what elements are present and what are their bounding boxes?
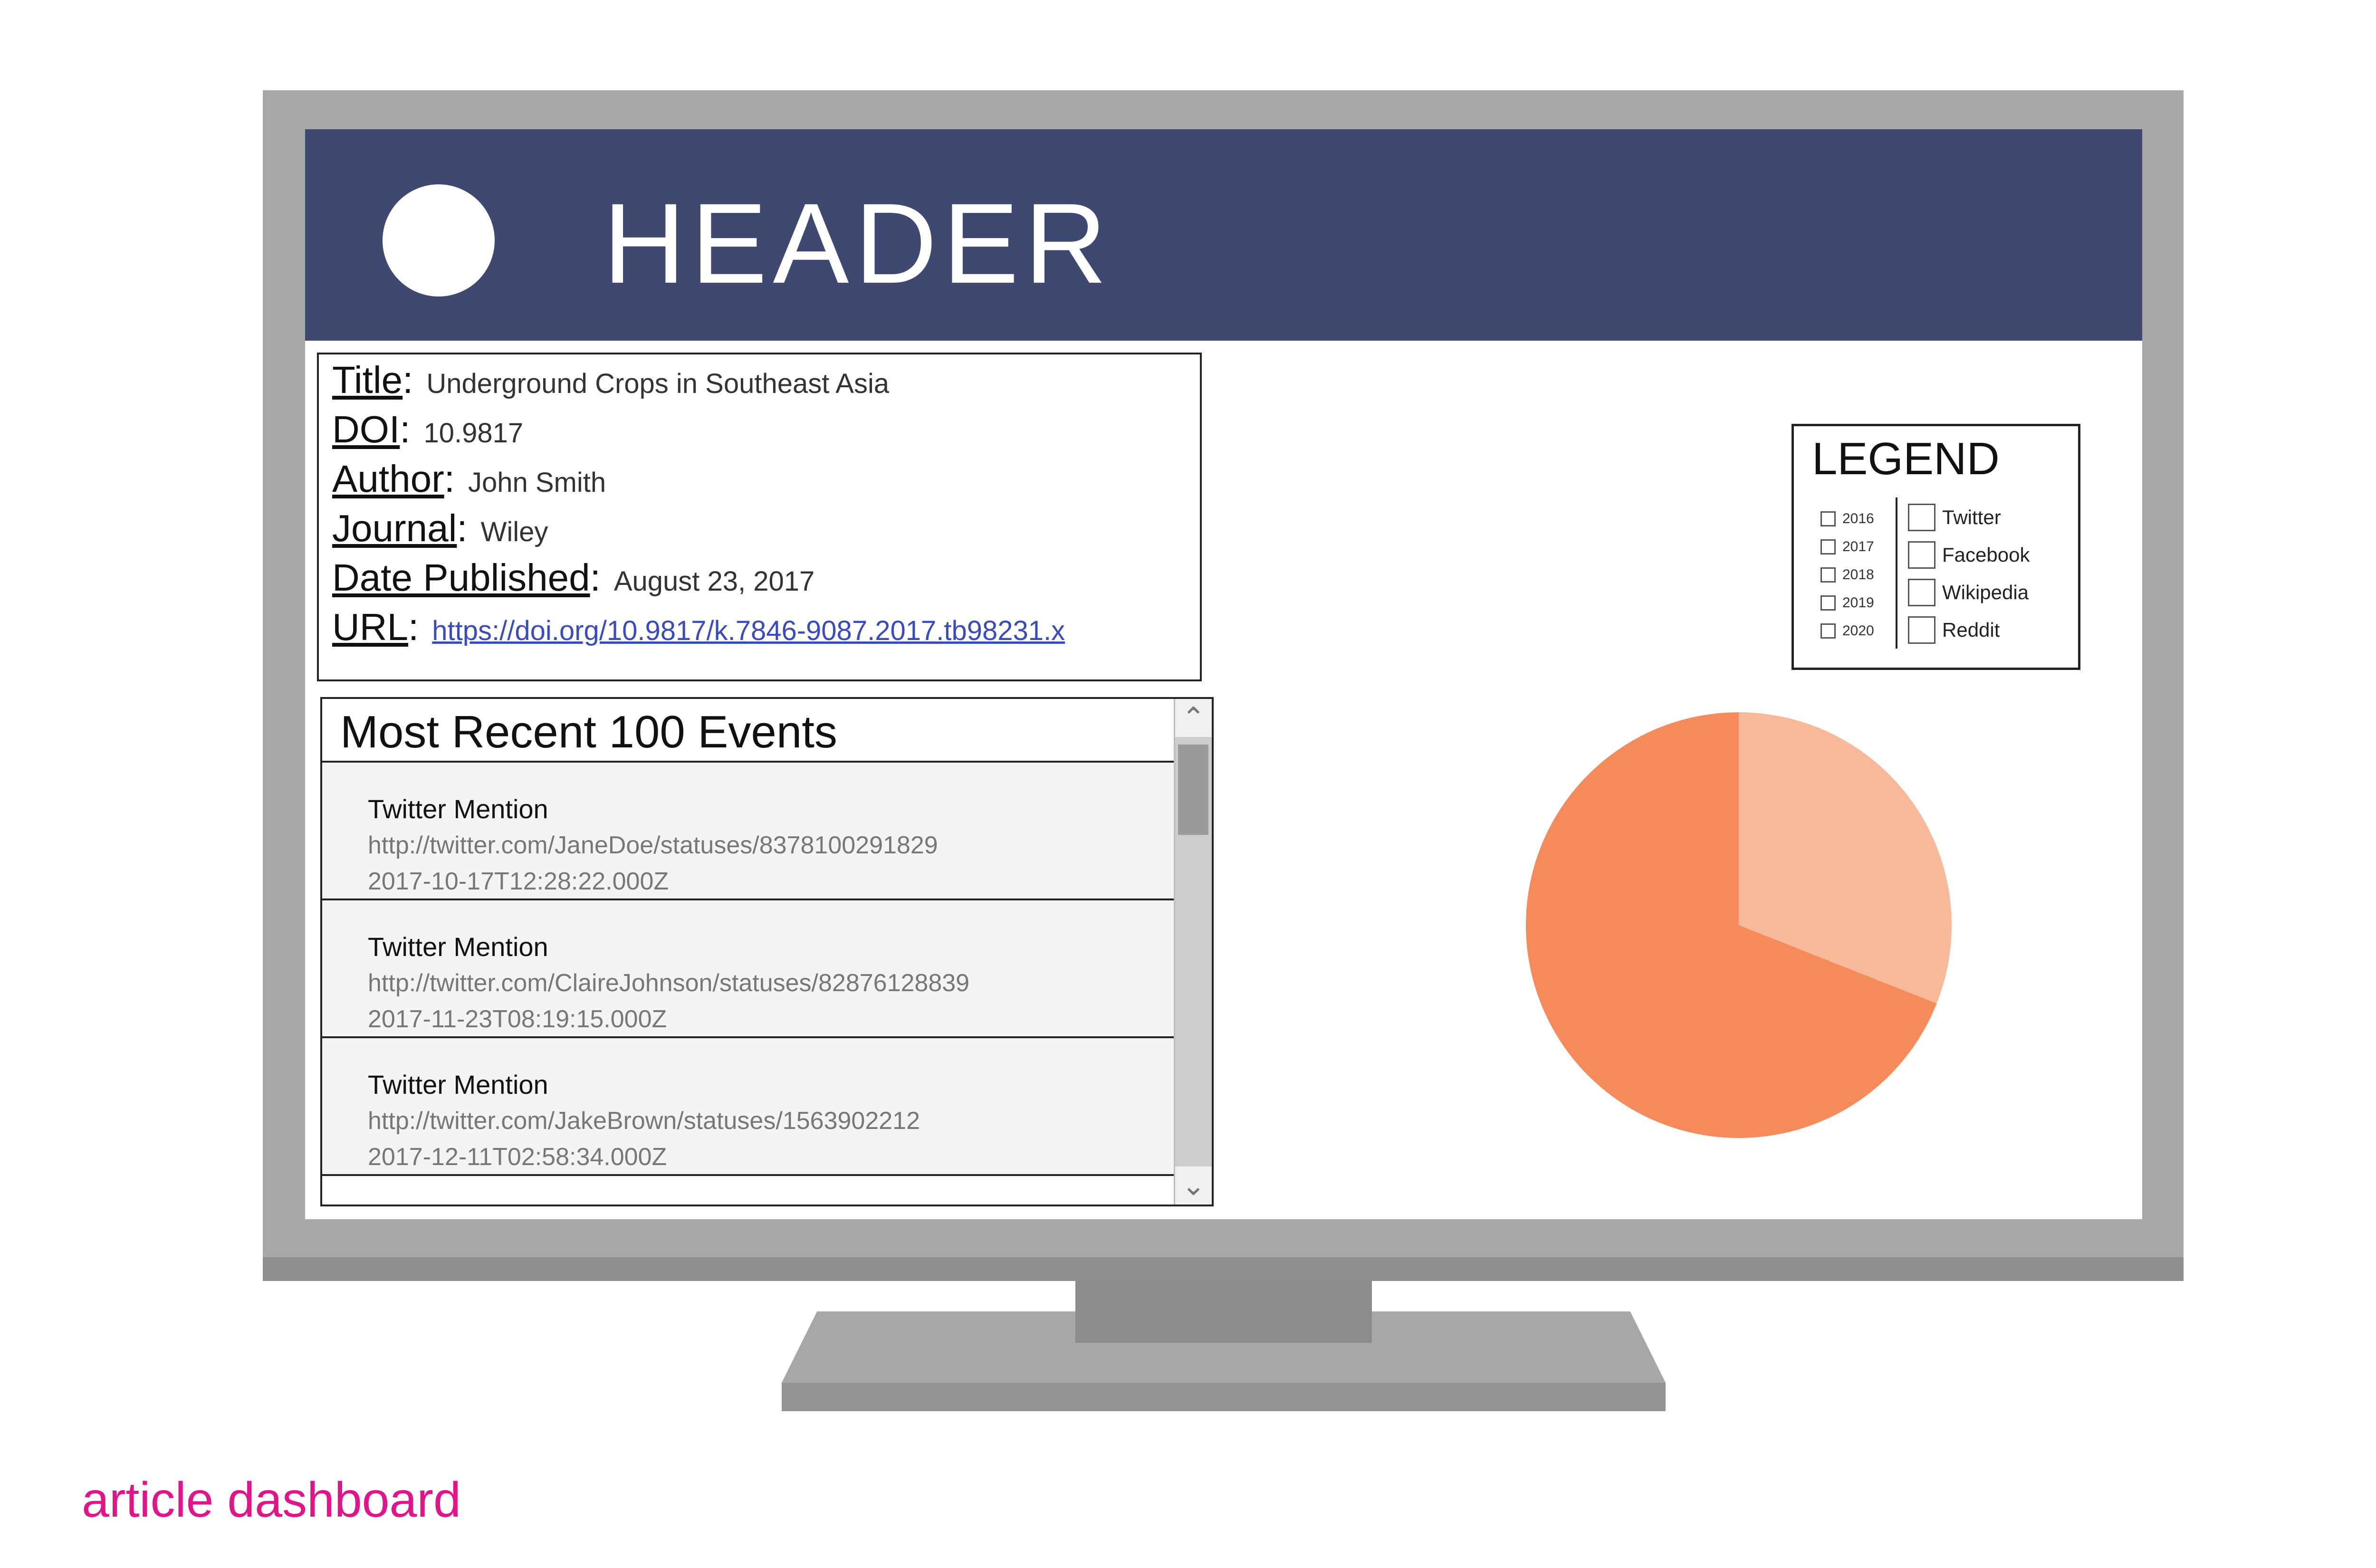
source-label: Reddit	[1942, 618, 2000, 641]
colon: :	[408, 606, 419, 648]
date-value: August 23, 2017	[613, 566, 815, 597]
monitor-base-edge	[782, 1383, 1666, 1411]
colon: :	[402, 359, 413, 401]
title-value: Underground Crops in Southeast Asia	[426, 368, 890, 399]
monitor-bezel-bottom	[263, 1257, 2184, 1281]
year-label: 2020	[1842, 622, 1874, 639]
author-value: John Smith	[468, 467, 606, 498]
checkbox[interactable]	[1820, 539, 1836, 555]
legend-source-reddit[interactable]: Reddit	[1908, 611, 2030, 649]
pie-chart	[1526, 712, 1952, 1138]
source-label: Wikipedia	[1942, 581, 2029, 603]
divider	[322, 761, 1178, 763]
author-label: Author	[332, 458, 444, 500]
legend-title: LEGEND	[1812, 433, 2000, 484]
colon: :	[590, 556, 601, 599]
legend-separator	[1896, 497, 1897, 649]
list-item[interactable]: Twitter Mention http://twitter.com/JaneD…	[322, 763, 1178, 900]
year-label: 2018	[1842, 566, 1874, 583]
doi-value: 10.9817	[423, 418, 524, 449]
url-label: URL	[332, 606, 409, 648]
journal-label: Journal	[332, 507, 457, 549]
list-item[interactable]: Twitter Mention http://twitter.com/Clair…	[322, 900, 1178, 1038]
checkbox[interactable]	[1820, 511, 1836, 526]
journal-row: Journal: Wiley	[332, 507, 1187, 556]
event-url[interactable]: http://twitter.com/JakeBrown/statuses/15…	[368, 1107, 920, 1135]
colon: :	[457, 507, 468, 549]
doi-row: DOI: 10.9817	[332, 408, 1187, 457]
journal-value: Wiley	[480, 516, 548, 547]
year-label: 2016	[1842, 510, 1874, 526]
source-label: Twitter	[1942, 506, 2001, 528]
source-label: Facebook	[1942, 543, 2030, 566]
event-url[interactable]: http://twitter.com/JaneDoe/statuses/8378…	[368, 832, 938, 859]
url-row: URL: https://doi.org/10.9817/k.7846-9087…	[332, 605, 1187, 655]
legend-years: 2016 2017 2018 2019 2020	[1820, 505, 1874, 645]
events-scrollbar[interactable]: ⌃ ⌄	[1174, 699, 1212, 1205]
chevron-down-icon[interactable]: ⌄	[1175, 1166, 1212, 1205]
legend-year-2016[interactable]: 2016	[1820, 505, 1874, 533]
legend-year-2018[interactable]: 2018	[1820, 561, 1874, 589]
caption: article dashboard	[82, 1472, 461, 1528]
monitor-neck	[1075, 1281, 1372, 1343]
pie-slice-1	[1526, 712, 1937, 1138]
legend-year-2019[interactable]: 2019	[1820, 589, 1874, 617]
legend-sources: Twitter Facebook Wikipedia Reddit	[1908, 498, 2030, 649]
logo-circle-icon	[383, 184, 495, 296]
page-header: HEADER	[305, 129, 2142, 341]
article-info-panel: Title: Underground Crops in Southeast As…	[317, 353, 1202, 681]
event-type: Twitter Mention	[368, 1070, 548, 1100]
checkbox[interactable]	[1820, 595, 1836, 611]
legend-year-2017[interactable]: 2017	[1820, 533, 1874, 561]
event-type: Twitter Mention	[368, 932, 548, 962]
event-timestamp: 2017-10-17T12:28:22.000Z	[368, 868, 669, 895]
checkbox[interactable]	[1908, 503, 1935, 531]
title-label: Title	[332, 359, 403, 401]
colon: :	[444, 458, 455, 500]
event-timestamp: 2017-11-23T08:19:15.000Z	[368, 1005, 667, 1033]
monitor-screen: HEADER Title: Underground Crops in South…	[305, 129, 2142, 1219]
legend-source-twitter[interactable]: Twitter	[1908, 498, 2030, 536]
event-type: Twitter Mention	[368, 794, 548, 824]
header-title: HEADER	[603, 180, 1113, 307]
checkbox[interactable]	[1820, 623, 1836, 639]
event-timestamp: 2017-12-11T02:58:34.000Z	[368, 1143, 667, 1171]
legend-year-2020[interactable]: 2020	[1820, 617, 1874, 645]
list-item[interactable]: Twitter Mention http://twitter.com/JakeB…	[322, 1038, 1178, 1176]
year-label: 2019	[1842, 594, 1874, 611]
title-row: Title: Underground Crops in Southeast As…	[332, 358, 1187, 408]
date-row: Date Published: August 23, 2017	[332, 556, 1187, 605]
events-panel: Most Recent 100 Events Twitter Mention h…	[320, 697, 1214, 1206]
doi-label: DOI	[332, 408, 400, 450]
pie-slice-0	[1739, 712, 1952, 1004]
checkbox[interactable]	[1908, 616, 1935, 644]
legend-source-facebook[interactable]: Facebook	[1908, 536, 2030, 574]
chart-legend: LEGEND 2016 2017 2018 2019 2020 Twitter …	[1792, 424, 2080, 670]
checkbox[interactable]	[1820, 567, 1836, 583]
article-url-link[interactable]: https://doi.org/10.9817/k.7846-9087.2017…	[432, 615, 1065, 646]
legend-source-wikipedia[interactable]: Wikipedia	[1908, 574, 2030, 611]
event-url[interactable]: http://twitter.com/ClaireJohnson/statuse…	[368, 969, 970, 997]
checkbox[interactable]	[1908, 578, 1935, 606]
events-title: Most Recent 100 Events	[340, 707, 837, 757]
chevron-up-icon[interactable]: ⌃	[1175, 699, 1212, 737]
colon: :	[400, 408, 411, 450]
author-row: Author: John Smith	[332, 457, 1187, 507]
date-label: Date Published	[332, 556, 590, 599]
events-list: Twitter Mention http://twitter.com/JaneD…	[322, 763, 1178, 1176]
scrollbar-thumb[interactable]	[1178, 745, 1208, 835]
year-label: 2017	[1842, 538, 1874, 555]
checkbox[interactable]	[1908, 541, 1935, 569]
